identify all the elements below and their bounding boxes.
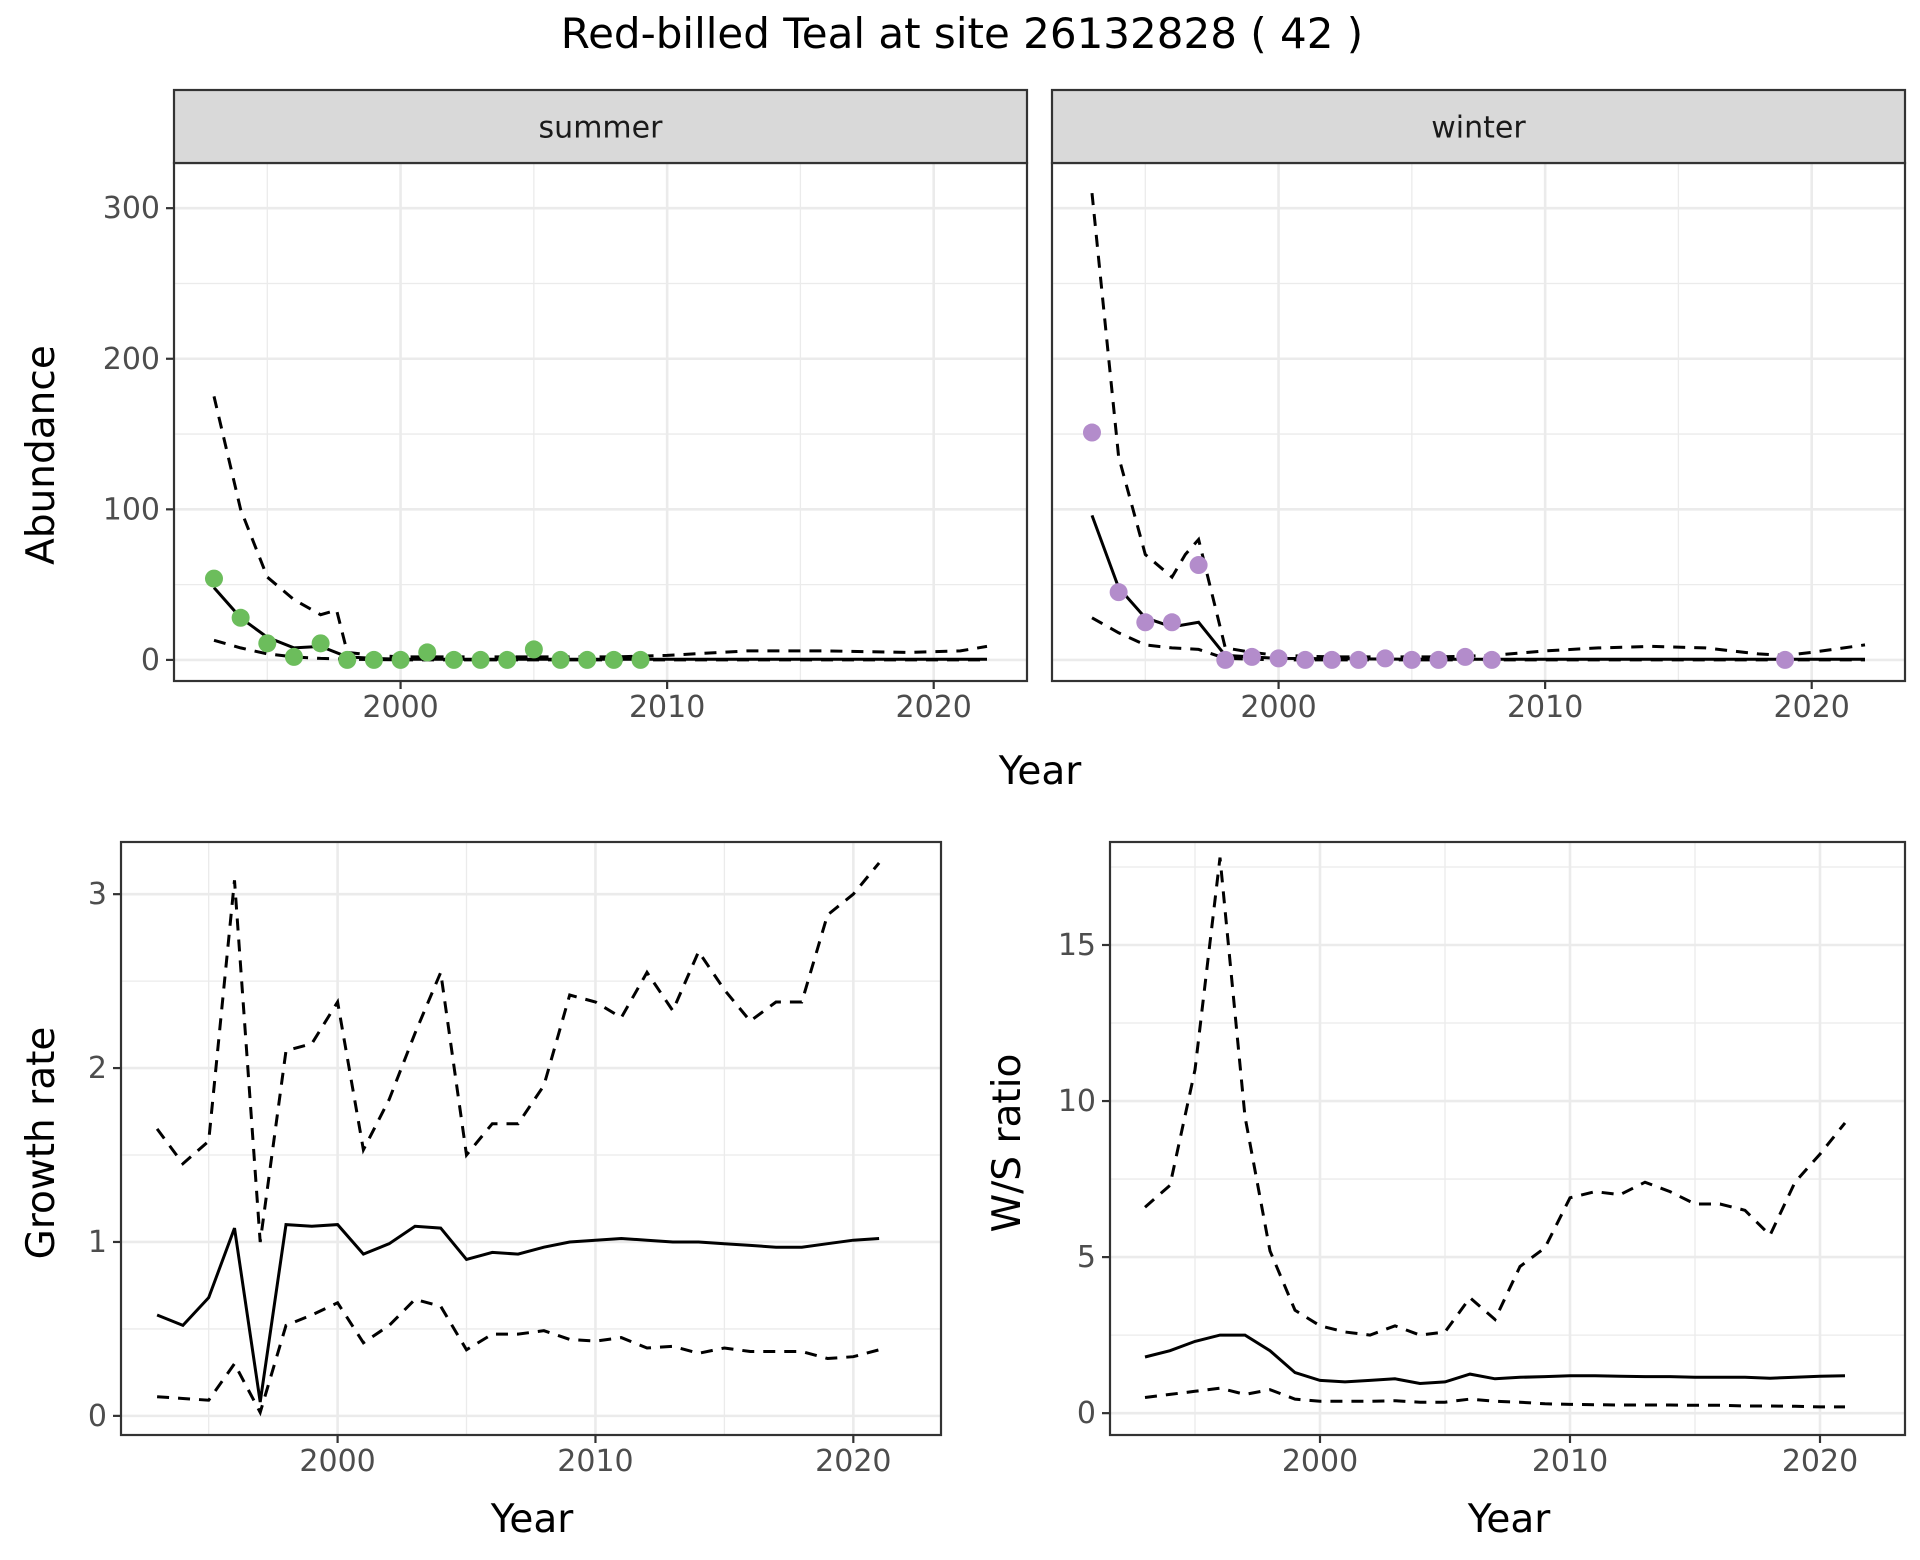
- panel-background: [1052, 163, 1905, 681]
- observed-point: [1456, 647, 1475, 666]
- observed-point: [1162, 613, 1181, 632]
- observed-point: [1402, 650, 1421, 669]
- observed-point: [1189, 556, 1208, 575]
- observed-point: [444, 650, 463, 669]
- observed-point: [498, 650, 517, 669]
- observed-point: [1482, 650, 1501, 669]
- upper-ci-line: [1144, 857, 1847, 1337]
- observed-point: [1082, 423, 1101, 442]
- y-tick-label: 10: [1058, 1084, 1096, 1119]
- y-tick-label: 3: [88, 877, 107, 912]
- x-tick-label: 2010: [1532, 1444, 1608, 1479]
- observed-point: [1322, 650, 1341, 669]
- observed-point: [364, 650, 383, 669]
- shared-y-axis-title: Abundance: [19, 345, 64, 565]
- estimate-line: [1144, 1333, 1846, 1386]
- panel-background: [174, 163, 1027, 681]
- panel-border: [119, 840, 943, 1437]
- abundance-winter-panel: 2000 2010 2020 winter: [1050, 88, 1907, 725]
- y-tick-label: 300: [103, 191, 160, 226]
- observed-point: [204, 569, 223, 588]
- observed-point: [311, 634, 330, 653]
- abundance-summer-panel: 2000 2010 2020 0 100 200 300 summer: [103, 88, 1029, 725]
- facet-strip: [172, 88, 1029, 165]
- x-tick-label: 2020: [1774, 690, 1850, 725]
- observed-point: [338, 650, 357, 669]
- observed-point: [471, 650, 490, 669]
- panel-background: [121, 842, 941, 1435]
- y-tick-label: 2: [88, 1051, 107, 1086]
- ws-ratio-panel: 2000 2010 2020 0 5 10 15: [1058, 840, 1907, 1479]
- y-tick-label: 0: [1077, 1396, 1096, 1431]
- x-tick-label: 2000: [362, 690, 438, 725]
- observed-point: [604, 650, 623, 669]
- observed-point: [1242, 647, 1261, 666]
- facet-strip-label: winter: [1431, 111, 1526, 146]
- observed-point: [1269, 649, 1288, 668]
- x-tick-label: 2010: [629, 690, 705, 725]
- estimate-line: [156, 1223, 880, 1403]
- x-tick-label: 2000: [1240, 690, 1316, 725]
- observed-point: [1296, 650, 1315, 669]
- x-tick-label: 2020: [815, 1444, 891, 1479]
- x-tick-label: 2000: [299, 1444, 375, 1479]
- observed-point: [418, 643, 437, 662]
- observed-point: [258, 634, 277, 653]
- ratio-y-axis-title: W/S ratio: [985, 1054, 1030, 1233]
- upper-ci-line: [155, 861, 881, 1243]
- observed-point: [631, 650, 650, 669]
- y-tick-label: 0: [88, 1399, 107, 1434]
- observed-point: [578, 650, 597, 669]
- observed-point: [1429, 650, 1448, 669]
- observed-point: [1109, 583, 1128, 602]
- x-tick-label: 2020: [1782, 1444, 1858, 1479]
- x-tick-label: 2000: [1282, 1444, 1358, 1479]
- observed-point: [1136, 613, 1155, 632]
- observed-point: [284, 647, 303, 666]
- lower-ci-line: [1091, 616, 1865, 662]
- lower-ci-line: [156, 1297, 880, 1417]
- y-tick-label: 1: [88, 1225, 107, 1260]
- panel-background: [1110, 842, 1905, 1435]
- observed-point: [1349, 650, 1368, 669]
- observed-point: [391, 650, 410, 669]
- ratio-x-axis-title: Year: [1467, 1497, 1552, 1542]
- observed-point: [551, 650, 570, 669]
- growth-y-axis-title: Growth rate: [19, 1027, 64, 1260]
- x-tick-label: 2010: [1507, 690, 1583, 725]
- chart-title: Red-billed Teal at site 26132828 ( 42 ): [561, 9, 1363, 58]
- observed-point: [1216, 650, 1235, 669]
- growth-x-axis-title: Year: [490, 1497, 575, 1542]
- growth-rate-panel: 2000 2010 2020 0 1 2 3: [88, 840, 943, 1479]
- y-tick-label: 200: [103, 342, 160, 377]
- facet-strip: [1050, 88, 1907, 165]
- x-tick-label: 2020: [896, 690, 972, 725]
- observed-point: [1776, 650, 1795, 669]
- shared-x-axis-title: Year: [998, 749, 1083, 794]
- y-tick-label: 0: [141, 643, 160, 678]
- observed-point: [231, 608, 250, 627]
- facet-strip-label: summer: [539, 111, 664, 146]
- y-tick-label: 5: [1077, 1240, 1096, 1275]
- y-tick-label: 100: [103, 492, 160, 527]
- x-tick-label: 2010: [557, 1444, 633, 1479]
- observed-point: [524, 640, 543, 659]
- y-tick-label: 15: [1058, 928, 1096, 963]
- panel-border: [1108, 840, 1907, 1437]
- observed-point: [1376, 649, 1395, 668]
